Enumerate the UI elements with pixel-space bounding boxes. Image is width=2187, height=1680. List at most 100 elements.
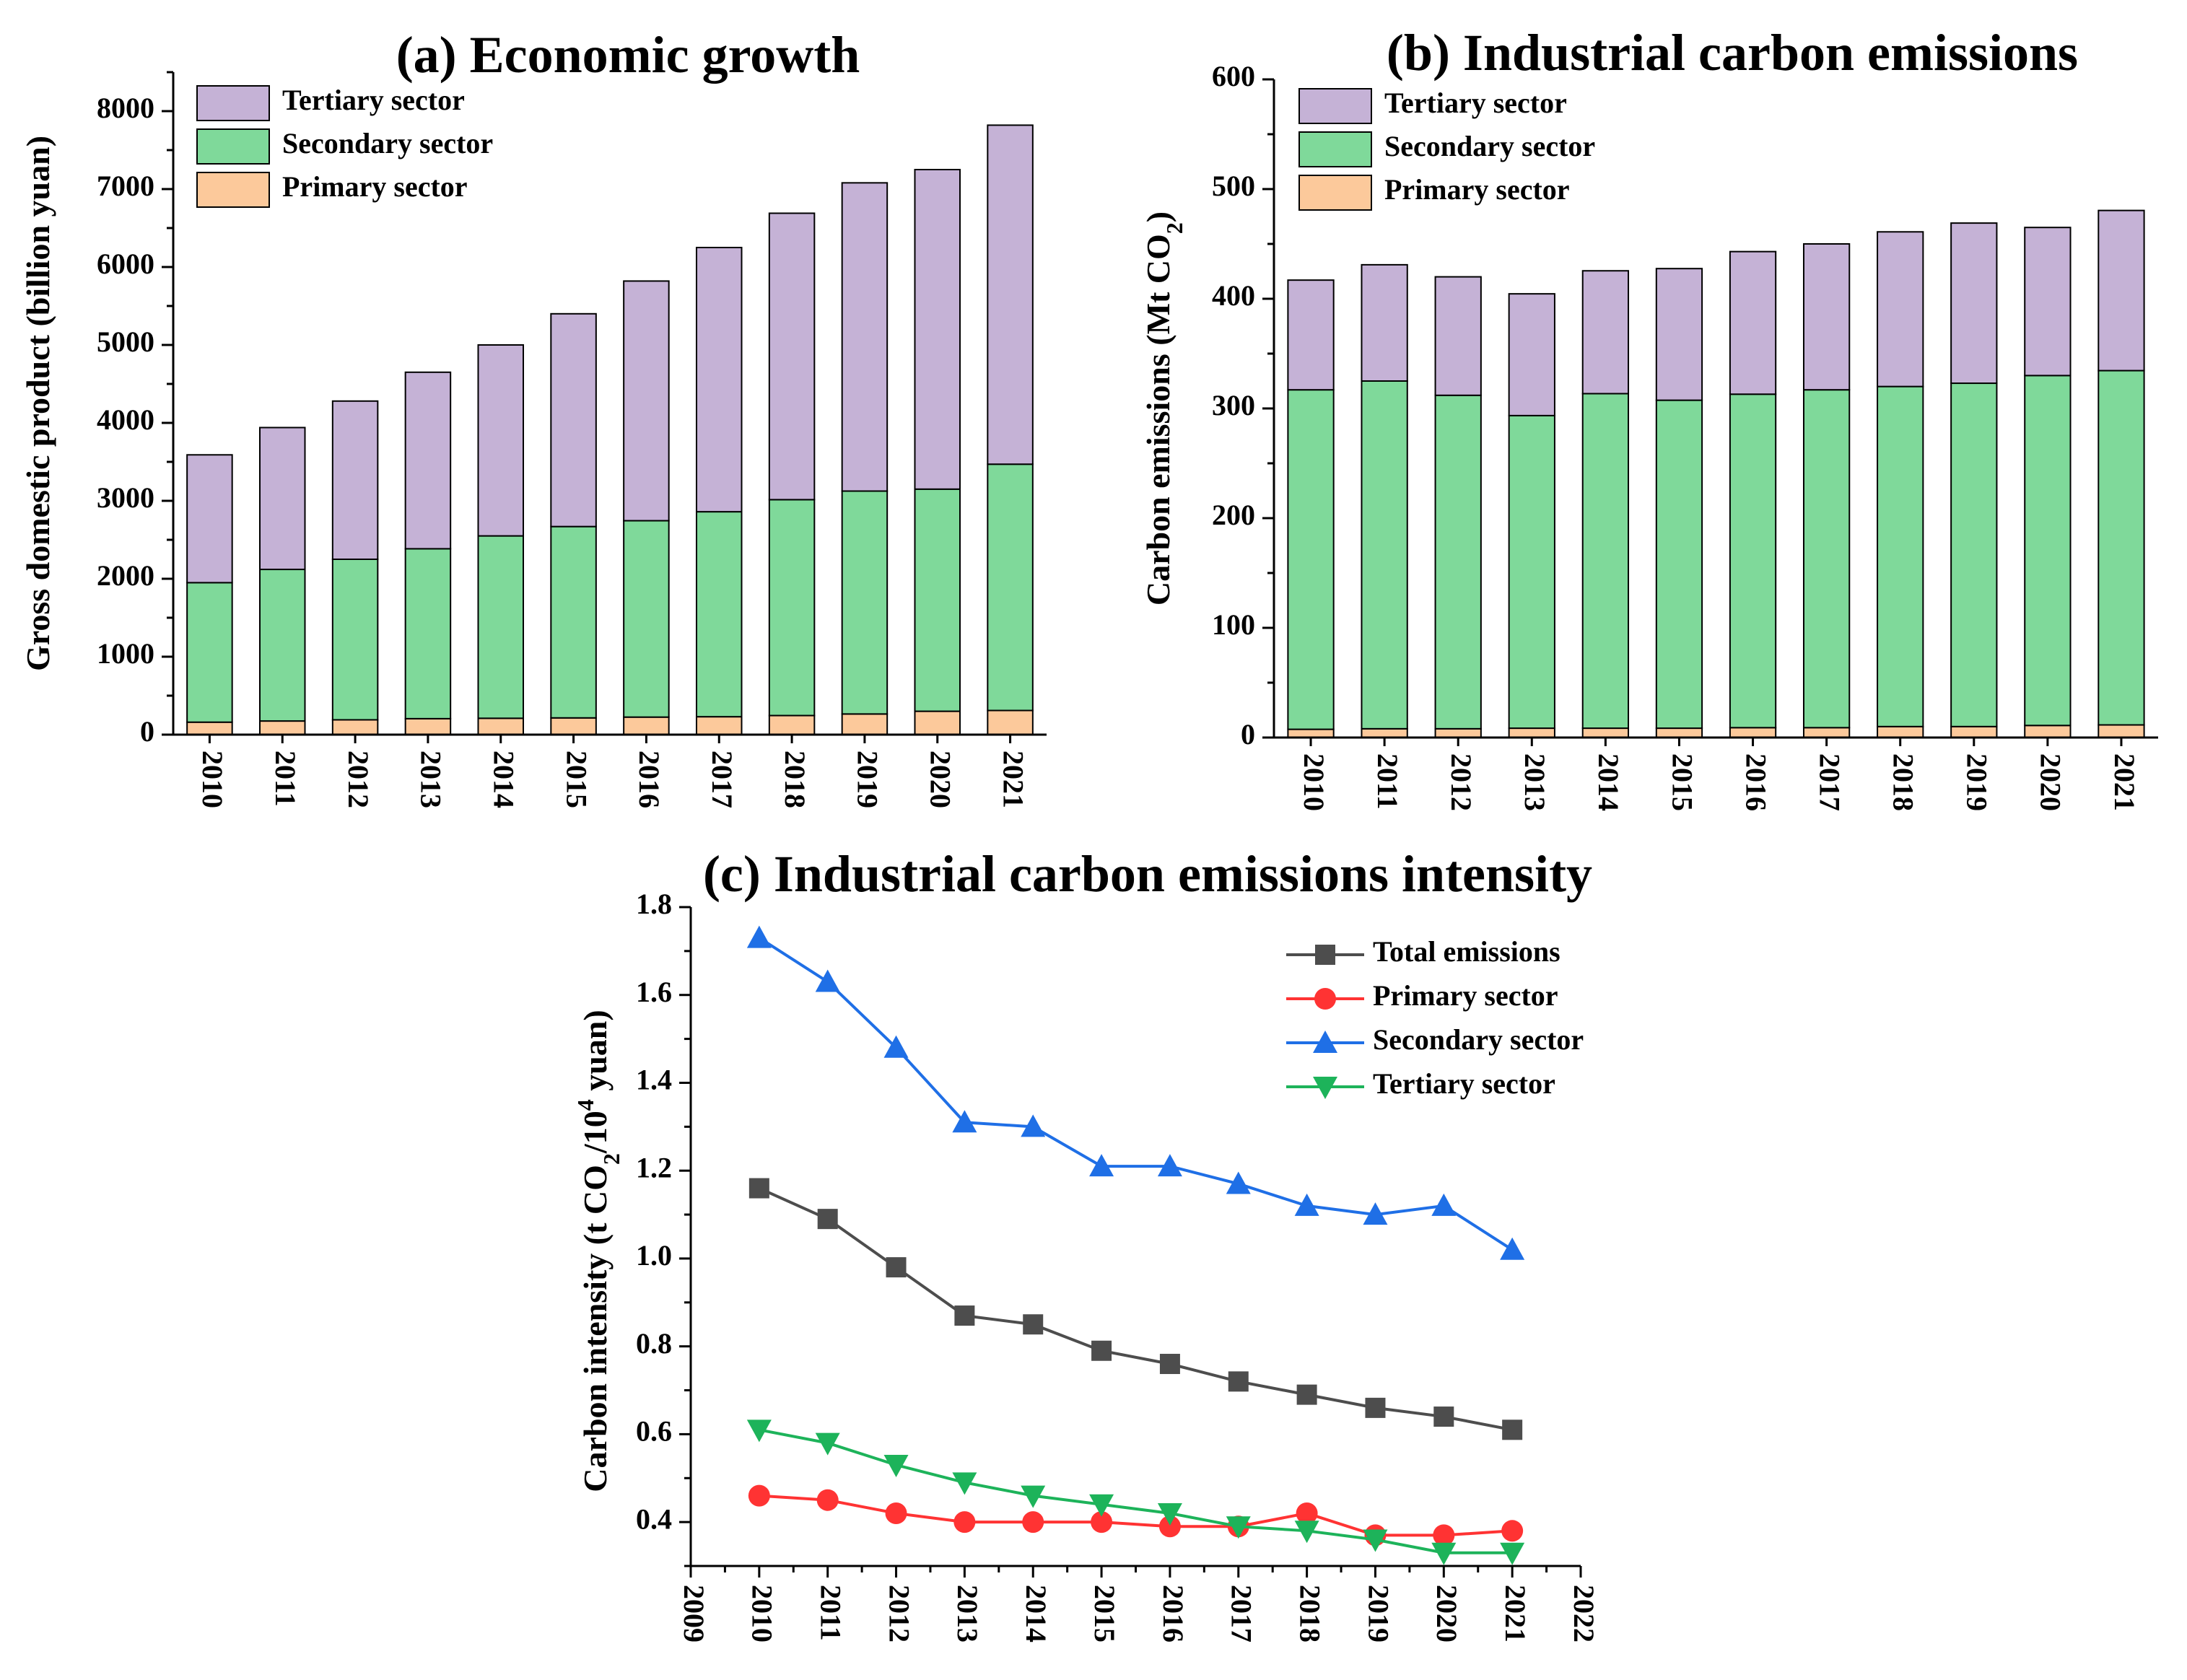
bar-primary-sector-2016 bbox=[623, 716, 670, 736]
point-secondary-sector-2016 bbox=[1157, 1154, 1182, 1177]
bar-tertiary-sector-2013 bbox=[1508, 293, 1555, 416]
legend-label-secondary-sector: Secondary sector bbox=[1373, 1023, 1584, 1056]
legend-marker-tertiary-sector bbox=[1313, 1077, 1337, 1099]
x-tick-label: 2019 bbox=[852, 751, 884, 808]
y-tick-label: 0.4 bbox=[636, 1502, 672, 1535]
y-tick-label: 1.4 bbox=[636, 1064, 672, 1096]
bar-tertiary-sector-2015 bbox=[550, 312, 597, 528]
x-tick-label: 2020 bbox=[925, 751, 957, 808]
y-axis-label: Carbon intensity (t CO2/104 yuan) bbox=[572, 1010, 624, 1492]
series-line-primary-sector bbox=[759, 1494, 1513, 1537]
y-tick-label: 600 bbox=[1212, 60, 1255, 92]
legend-label-total-emissions: Total emissions bbox=[1373, 935, 1560, 968]
point-tertiary-sector-2014 bbox=[1021, 1485, 1046, 1508]
bar-primary-sector-2017 bbox=[695, 716, 743, 735]
legend-swatch-secondary-sector bbox=[1298, 131, 1372, 167]
y-tick-label: 1.0 bbox=[636, 1239, 672, 1272]
bar-primary-sector-2017 bbox=[1802, 727, 1851, 739]
bar-primary-sector-2015 bbox=[1655, 727, 1703, 739]
legend-label-tertiary-sector: Tertiary sector bbox=[1384, 87, 1567, 119]
bar-secondary-sector-2010 bbox=[186, 582, 233, 723]
bar-secondary-sector-2016 bbox=[1729, 393, 1777, 729]
point-primary-sector-2011 bbox=[816, 1489, 839, 1511]
y-tick-label: 8000 bbox=[97, 92, 154, 124]
x-tick-label: 2010 bbox=[746, 1585, 779, 1642]
bar-primary-sector-2014 bbox=[477, 717, 525, 736]
y-tick-label: 7000 bbox=[97, 170, 154, 202]
x-tick-label: 2013 bbox=[1519, 753, 1551, 811]
bar-secondary-sector-2018 bbox=[768, 499, 816, 717]
bar-secondary-sector-2015 bbox=[550, 525, 597, 719]
x-tick-label: 2019 bbox=[1362, 1585, 1394, 1642]
y-tick-label: 300 bbox=[1212, 389, 1255, 421]
bar-secondary-sector-2011 bbox=[1361, 380, 1408, 730]
bar-primary-sector-2019 bbox=[1950, 725, 1998, 738]
x-tick-label: 2021 bbox=[997, 751, 1029, 808]
y-tick-label: 6000 bbox=[97, 248, 154, 280]
legend-label-primary-sector: Primary sector bbox=[1384, 173, 1570, 206]
bar-tertiary-sector-2019 bbox=[1950, 222, 1998, 385]
series-line-secondary-sector bbox=[758, 936, 1514, 1251]
y-axis-label: Carbon emissions (Mt CO2) bbox=[1140, 211, 1187, 605]
y-axis-label-part: Carbon emissions (Mt CO bbox=[1140, 234, 1177, 605]
bar-tertiary-sector-2010 bbox=[1287, 279, 1335, 391]
y-tick-label: 0 bbox=[140, 715, 154, 748]
chart-title: (a) Economic growth bbox=[396, 26, 860, 84]
bar-tertiary-sector-2021 bbox=[2097, 209, 2145, 372]
y-tick-label: 3000 bbox=[97, 481, 154, 514]
y-tick-label: 500 bbox=[1212, 170, 1255, 202]
x-tick-label: 2011 bbox=[1371, 753, 1404, 810]
x-tick-label: 2012 bbox=[342, 751, 375, 808]
bar-tertiary-sector-2012 bbox=[1434, 276, 1482, 396]
point-tertiary-sector-2013 bbox=[952, 1472, 977, 1495]
point-total-emissions-2011 bbox=[817, 1209, 838, 1230]
y-axis-label-sup: 4 bbox=[572, 1099, 598, 1111]
point-secondary-sector-2015 bbox=[1089, 1154, 1114, 1177]
point-total-emissions-2014 bbox=[1023, 1314, 1044, 1335]
bar-tertiary-sector-2015 bbox=[1655, 268, 1703, 401]
y-tick-label: 5000 bbox=[97, 325, 154, 358]
bar-primary-sector-2011 bbox=[1361, 727, 1408, 739]
point-primary-sector-2010 bbox=[748, 1484, 770, 1507]
bar-secondary-sector-2014 bbox=[1581, 393, 1630, 730]
bar-tertiary-sector-2014 bbox=[477, 344, 525, 537]
y-tick-label: 0.6 bbox=[636, 1415, 672, 1448]
x-tick-label: 2011 bbox=[269, 751, 302, 807]
y-axis-label-part: ) bbox=[1140, 211, 1177, 222]
point-total-emissions-2012 bbox=[886, 1257, 907, 1278]
point-tertiary-sector-2011 bbox=[815, 1432, 840, 1456]
y-tick-label: 200 bbox=[1212, 499, 1255, 531]
legend-label-tertiary-sector: Tertiary sector bbox=[282, 84, 465, 116]
point-secondary-sector-2018 bbox=[1294, 1193, 1319, 1216]
x-tick-label: 2020 bbox=[2035, 753, 2067, 811]
point-primary-sector-2015 bbox=[1091, 1511, 1113, 1534]
chart-c-carbon-emissions-intensity: (c) Industrial carbon emissions intensit… bbox=[572, 845, 1600, 1642]
y-tick-label: 1.6 bbox=[636, 976, 672, 1008]
point-primary-sector-2018 bbox=[1296, 1502, 1318, 1524]
x-tick-label: 2012 bbox=[1445, 753, 1477, 811]
x-tick-label: 2018 bbox=[1887, 753, 1920, 811]
point-secondary-sector-2013 bbox=[952, 1110, 977, 1133]
x-tick-label: 2022 bbox=[1568, 1585, 1600, 1642]
bar-tertiary-sector-2017 bbox=[1802, 243, 1851, 391]
point-primary-sector-2020 bbox=[1433, 1524, 1455, 1546]
point-primary-sector-2014 bbox=[1022, 1511, 1044, 1534]
x-tick-label: 2015 bbox=[560, 751, 593, 808]
bar-tertiary-sector-2013 bbox=[404, 371, 452, 550]
bar-tertiary-sector-2018 bbox=[768, 212, 816, 501]
bar-secondary-sector-2018 bbox=[1877, 385, 1924, 727]
point-secondary-sector-2012 bbox=[883, 1035, 909, 1058]
point-primary-sector-2012 bbox=[885, 1502, 907, 1524]
x-tick-label: 2018 bbox=[1293, 1585, 1326, 1642]
x-tick-label: 2017 bbox=[1226, 1585, 1258, 1642]
x-tick-label: 2010 bbox=[196, 751, 229, 808]
bar-primary-sector-2020 bbox=[2024, 725, 2072, 739]
bar-tertiary-sector-2016 bbox=[623, 280, 670, 522]
legend-swatch-tertiary-sector bbox=[196, 85, 270, 121]
x-tick-label: 2018 bbox=[779, 751, 811, 808]
legend-marker-secondary-sector bbox=[1313, 1031, 1337, 1053]
x-tick-label: 2013 bbox=[951, 1585, 984, 1642]
bar-secondary-sector-2013 bbox=[1508, 414, 1555, 730]
bar-secondary-sector-2012 bbox=[1434, 394, 1482, 730]
